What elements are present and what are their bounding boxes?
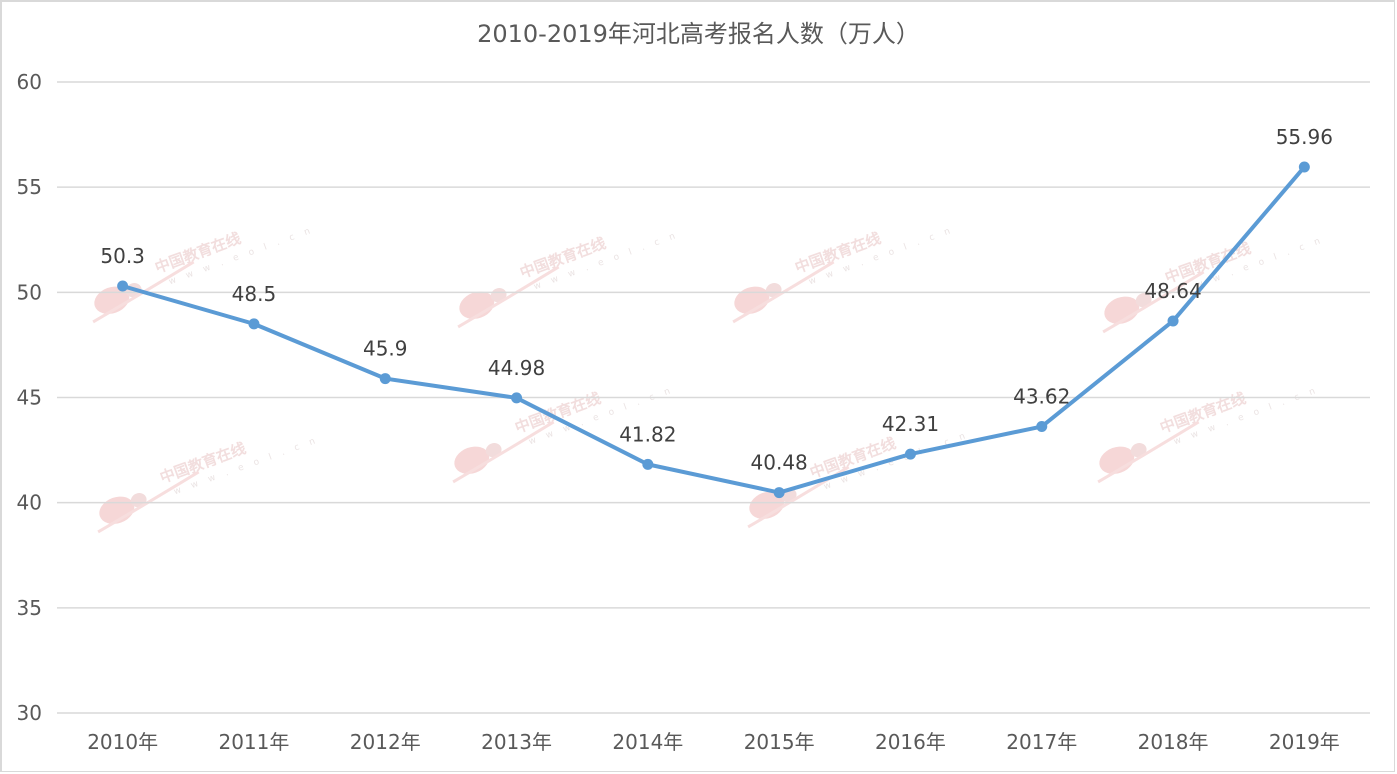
x-tick-label: 2014年 — [612, 730, 683, 754]
data-point-marker[interactable] — [1167, 315, 1179, 327]
data-point-marker[interactable] — [117, 280, 129, 292]
y-tick-label: 40 — [17, 491, 42, 515]
data-label: 43.62 — [1013, 385, 1070, 409]
series-line — [120, 164, 1307, 495]
x-tick-label: 2016年 — [875, 730, 946, 754]
y-tick-label: 50 — [17, 280, 42, 304]
data-point-marker[interactable] — [379, 373, 391, 385]
x-tick-label: 2018年 — [1138, 730, 1209, 754]
data-label: 41.82 — [619, 422, 676, 446]
y-tick-label: 35 — [17, 596, 42, 620]
x-tick-label: 2012年 — [350, 730, 421, 754]
x-tick-label: 2011年 — [218, 730, 289, 754]
x-tick-label: 2017年 — [1006, 730, 1077, 754]
data-point-marker[interactable] — [248, 318, 260, 330]
data-label: 55.96 — [1276, 125, 1333, 149]
data-series — [117, 161, 1310, 499]
gridlines — [57, 81, 1370, 714]
y-tick-label: 55 — [17, 175, 42, 199]
data-label: 48.5 — [232, 282, 277, 306]
data-point-marker[interactable] — [773, 487, 785, 499]
data-labels: 50.3 48.5 45.9 44.98 41.82 40.48 42.31 43.62 48.… — [100, 125, 1333, 475]
data-point-marker[interactable] — [511, 392, 523, 404]
data-label: 42.31 — [882, 412, 939, 436]
data-label: 40.48 — [751, 451, 808, 475]
data-point-marker[interactable] — [1298, 161, 1310, 173]
x-tick-label: 2015年 — [744, 730, 815, 754]
y-tick-label: 60 — [17, 70, 42, 94]
y-axis-labels: 60 55 50 45 40 35 30 — [17, 70, 42, 725]
data-label: 45.9 — [363, 337, 408, 361]
y-tick-label: 30 — [17, 701, 42, 725]
data-point-marker[interactable] — [642, 458, 654, 470]
y-tick-label: 45 — [17, 386, 42, 410]
data-point-marker[interactable] — [904, 448, 916, 460]
x-tick-label: 2013年 — [481, 730, 552, 754]
chart-title: 2010-2019年河北高考报名人数（万人） — [477, 20, 920, 48]
x-tick-label: 2019年 — [1269, 730, 1340, 754]
x-tick-label: 2010年 — [87, 730, 158, 754]
data-label: 50.3 — [100, 244, 145, 268]
x-axis-labels: 2010年 2011年 2012年 2013年 2014年 2015年 2016年 2017年… — [87, 730, 1340, 754]
data-point-marker[interactable] — [1036, 421, 1048, 433]
data-label: 44.98 — [488, 356, 545, 380]
data-label: 48.64 — [1144, 279, 1201, 303]
